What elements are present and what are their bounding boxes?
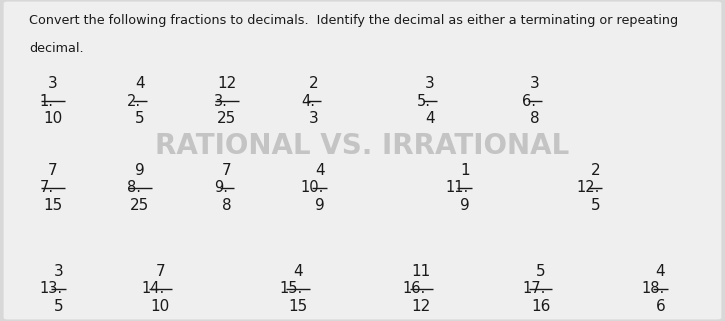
Text: 9: 9	[315, 198, 325, 213]
Text: 12.: 12.	[576, 180, 600, 195]
Text: 15: 15	[44, 198, 62, 213]
Text: 4: 4	[135, 76, 145, 91]
Text: 5: 5	[54, 299, 64, 314]
Text: 8: 8	[222, 198, 232, 213]
Text: 3: 3	[530, 76, 540, 91]
Text: 16.: 16.	[402, 282, 426, 296]
Text: 4: 4	[315, 163, 325, 178]
Text: 17.: 17.	[522, 282, 545, 296]
Text: 7: 7	[48, 163, 58, 178]
Text: 1.: 1.	[40, 94, 54, 108]
Text: 12: 12	[218, 76, 236, 91]
Text: 4: 4	[425, 111, 435, 126]
Text: RATIONAL VS. IRRATIONAL: RATIONAL VS. IRRATIONAL	[155, 132, 570, 160]
Text: 16: 16	[531, 299, 550, 314]
Text: 5: 5	[536, 264, 546, 279]
Text: 3: 3	[425, 76, 435, 91]
Text: 13.: 13.	[40, 282, 63, 296]
Text: 10: 10	[44, 111, 62, 126]
Text: 9: 9	[135, 163, 145, 178]
Text: 11.: 11.	[446, 180, 469, 195]
Text: 2: 2	[309, 76, 319, 91]
Text: 5: 5	[590, 198, 600, 213]
Text: 2.: 2.	[127, 94, 141, 108]
Text: 10.: 10.	[301, 180, 324, 195]
Text: 8: 8	[530, 111, 540, 126]
Text: 7: 7	[222, 163, 232, 178]
Text: 7: 7	[155, 264, 165, 279]
Text: 8.: 8.	[127, 180, 141, 195]
Text: 4: 4	[293, 264, 303, 279]
Text: 3: 3	[48, 76, 58, 91]
Text: 12: 12	[412, 299, 431, 314]
Text: decimal.: decimal.	[29, 42, 83, 55]
Text: 6.: 6.	[522, 94, 536, 108]
Text: 5: 5	[135, 111, 145, 126]
Text: 3: 3	[309, 111, 319, 126]
Text: 25: 25	[130, 198, 149, 213]
Text: Convert the following fractions to decimals.  Identify the decimal as either a t: Convert the following fractions to decim…	[29, 14, 678, 27]
Text: 5.: 5.	[417, 94, 431, 108]
Text: 3: 3	[54, 264, 64, 279]
Text: 4.: 4.	[301, 94, 315, 108]
Text: 2: 2	[590, 163, 600, 178]
Text: 18.: 18.	[642, 282, 665, 296]
Text: 10: 10	[151, 299, 170, 314]
Text: 9: 9	[460, 198, 470, 213]
Text: 9.: 9.	[214, 180, 228, 195]
Text: 1: 1	[460, 163, 470, 178]
Text: 6: 6	[655, 299, 666, 314]
Text: 15: 15	[289, 299, 307, 314]
Text: 4: 4	[655, 264, 666, 279]
Text: 11: 11	[412, 264, 431, 279]
Text: 14.: 14.	[141, 282, 165, 296]
Text: 7.: 7.	[40, 180, 54, 195]
Text: 3.: 3.	[214, 94, 228, 108]
Text: 25: 25	[218, 111, 236, 126]
Text: 15.: 15.	[279, 282, 302, 296]
